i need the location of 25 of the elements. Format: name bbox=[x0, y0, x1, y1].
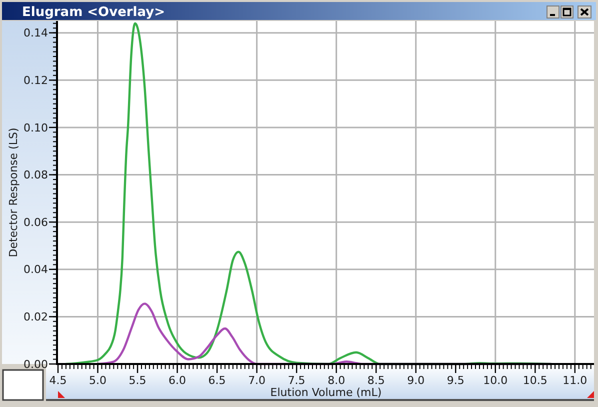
x-axis-title: Elution Volume (mL) bbox=[270, 386, 382, 399]
x-tick-label: 9.0 bbox=[407, 374, 425, 387]
y-tick-label: 0.08 bbox=[24, 168, 48, 182]
y-axis-title: Detector Response (LS) bbox=[6, 128, 20, 258]
x-tick-label: 5.0 bbox=[89, 374, 107, 387]
x-tick-label: 4.5 bbox=[49, 374, 67, 387]
x-tick-label: 10.0 bbox=[483, 374, 508, 387]
chart-title: Elugram <Overlay> bbox=[22, 5, 165, 20]
x-tick-label: 8.5 bbox=[367, 374, 385, 387]
y-tick-label: 0.00 bbox=[24, 358, 48, 371]
x-tick-label: 11.0 bbox=[562, 374, 588, 387]
x-tick-label: 7.5 bbox=[288, 374, 306, 387]
y-tick-label: 0.14 bbox=[24, 26, 48, 40]
x-tick-label: 8.0 bbox=[328, 374, 346, 387]
x-tick-label: 7.0 bbox=[248, 374, 266, 387]
y-tick-label: 0.04 bbox=[24, 263, 48, 276]
y-tick-label: 0.02 bbox=[24, 310, 48, 324]
y-tick-label: 0.12 bbox=[24, 74, 48, 87]
x-tick-label: 6.5 bbox=[208, 374, 226, 387]
y-tick-label: 0.06 bbox=[24, 216, 48, 229]
x-tick-label: 10.5 bbox=[522, 374, 548, 387]
x-tick-label: 5.5 bbox=[128, 374, 146, 387]
y-tick-label: 0.10 bbox=[24, 121, 48, 134]
x-tick-label: 6.0 bbox=[168, 374, 186, 387]
x-tick-label: 9.5 bbox=[446, 374, 464, 387]
